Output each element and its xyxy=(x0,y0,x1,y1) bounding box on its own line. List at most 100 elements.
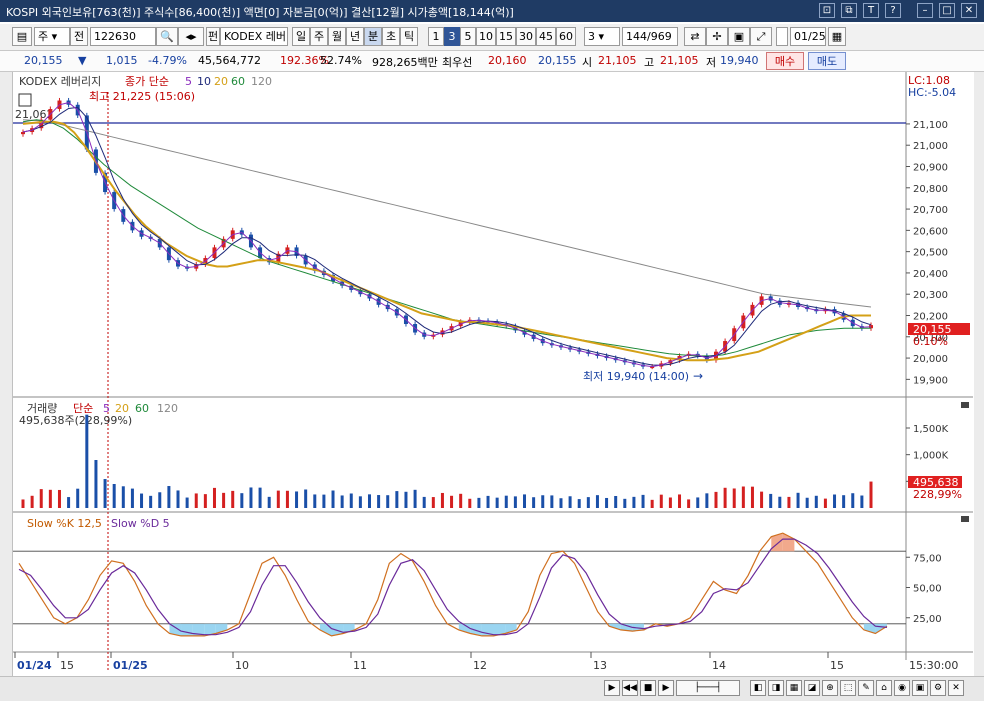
oversold-shade xyxy=(343,623,355,634)
unit-select-value: 3 xyxy=(588,30,595,43)
buy-button[interactable]: 매수 xyxy=(766,52,804,70)
chart-canvas[interactable]: KODEX 레버리지 종가 단순 5 10 20 60 120 LC:1.08 … xyxy=(13,72,973,676)
volume-bar xyxy=(231,490,235,508)
volume-ratio: 192.36% xyxy=(280,54,329,67)
stoch-tick-label: 50,00 xyxy=(913,584,942,595)
count-input[interactable]: 144/969 xyxy=(622,27,678,46)
rewind-icon[interactable]: ◀◀ xyxy=(622,680,638,696)
unit-select[interactable]: 3 ▾ xyxy=(584,27,620,46)
date-checkbox[interactable] xyxy=(776,27,788,46)
volume-bar xyxy=(358,496,362,508)
price-tick-label: 21,100 xyxy=(913,120,948,131)
stop-icon[interactable]: ■ xyxy=(640,680,656,696)
interval-button-30[interactable]: 30 xyxy=(516,27,536,46)
interval-button-10[interactable]: 10 xyxy=(476,27,496,46)
volume-bar xyxy=(67,497,71,508)
search-icon[interactable]: 🔍 xyxy=(156,27,178,46)
duplicate-window-button[interactable]: ⧉ xyxy=(841,3,857,18)
chart-area[interactable]: KODEX 레버리지 종가 단순 5 10 20 60 120 LC:1.08 … xyxy=(13,72,973,676)
stoch-k-line xyxy=(18,532,888,637)
maximize-button[interactable]: □ xyxy=(939,3,955,18)
calendar-icon[interactable]: ▦ xyxy=(828,27,846,46)
tool-icon-2[interactable]: ◨ xyxy=(768,680,784,696)
shift-icon[interactable]: ⇄ xyxy=(684,27,706,46)
volume-bar xyxy=(650,499,654,508)
date-input[interactable]: 01/25 xyxy=(790,27,826,46)
sell-button[interactable]: 매도 xyxy=(808,52,846,70)
volume-bar xyxy=(340,495,344,508)
tool-icon-10[interactable]: ▣ xyxy=(912,680,928,696)
overbought-shade xyxy=(782,533,795,552)
interval-button-45[interactable]: 45 xyxy=(536,27,556,46)
zoom-box-icon[interactable] xyxy=(18,93,32,107)
oversold-shade xyxy=(169,623,182,636)
sound-icon[interactable]: ◂▸ xyxy=(178,27,204,46)
price-tick-label: 21,000 xyxy=(913,141,948,152)
prev-button[interactable]: 전 xyxy=(70,27,88,46)
volume-bar xyxy=(322,494,326,508)
volume-bar xyxy=(659,494,663,508)
volume-bar xyxy=(623,498,627,508)
oversold-shade xyxy=(609,623,621,630)
volume-bar xyxy=(203,494,207,508)
period-button-5[interactable]: 초 xyxy=(382,27,400,46)
time-axis-label: 15 xyxy=(830,659,844,672)
interval-button-3[interactable]: 3 xyxy=(444,27,460,46)
market-select[interactable]: 주 ▾ xyxy=(34,27,70,46)
volume-tag-text: 495,638 xyxy=(913,476,959,489)
volume-bar xyxy=(696,497,700,508)
period-button-1[interactable]: 주 xyxy=(310,27,328,46)
volume-bar xyxy=(869,481,873,508)
next-icon[interactable]: ▶ xyxy=(604,680,620,696)
volume-bar xyxy=(796,492,800,508)
tool-icon-5[interactable]: ⊕ xyxy=(822,680,838,696)
volume-bar xyxy=(814,495,818,508)
help-button[interactable]: ? xyxy=(885,3,901,18)
interval-button-60[interactable]: 60 xyxy=(556,27,576,46)
right-scroll-edge[interactable] xyxy=(974,72,984,676)
interval-button-15[interactable]: 15 xyxy=(496,27,516,46)
interval-button-1[interactable]: 1 xyxy=(428,27,444,46)
chart-settings-icon[interactable]: ▤ xyxy=(12,27,32,46)
close-button[interactable]: ✕ xyxy=(961,3,977,18)
stock-name: KODEX 레버 xyxy=(220,27,288,46)
font-button[interactable]: T xyxy=(863,3,879,18)
period-button-2[interactable]: 월 xyxy=(328,27,346,46)
forward-icon[interactable]: ▶ xyxy=(658,680,674,696)
expand-icon[interactable]: ⤢ xyxy=(750,27,772,46)
period-button-0[interactable]: 일 xyxy=(292,27,310,46)
volume-panel-close-icon[interactable] xyxy=(961,402,969,408)
tool-icon-3[interactable]: ▦ xyxy=(786,680,802,696)
tool-icon-8[interactable]: ⌂ xyxy=(876,680,892,696)
tool-icon-4[interactable]: ◪ xyxy=(804,680,820,696)
interval-button-5[interactable]: 5 xyxy=(460,27,476,46)
ma10-legend: 10 xyxy=(197,75,211,88)
tool-icon-7[interactable]: ✎ xyxy=(858,680,874,696)
tool-icon-12[interactable]: ✕ xyxy=(948,680,964,696)
volume-bar xyxy=(513,496,517,508)
code-input[interactable]: 122630 xyxy=(90,27,156,46)
volume-bar xyxy=(395,491,399,508)
volume-bar xyxy=(823,498,827,508)
crosshair-icon[interactable]: ✢ xyxy=(706,27,728,46)
period-button-4[interactable]: 분 xyxy=(364,27,382,46)
tool-icon-6[interactable]: ⬚ xyxy=(840,680,856,696)
restore-layout-button[interactable]: ⊡ xyxy=(819,3,835,18)
stoch-panel-close-icon[interactable] xyxy=(961,516,969,522)
tool-icon-9[interactable]: ◉ xyxy=(894,680,910,696)
minimize-button[interactable]: – xyxy=(917,3,933,18)
total-value: /969 xyxy=(647,30,672,43)
tool-icon-1[interactable]: ◧ xyxy=(750,680,766,696)
left-scroll-edge[interactable] xyxy=(0,72,13,676)
candle-body xyxy=(650,366,655,369)
volume-bar xyxy=(386,495,390,508)
oversold-shade xyxy=(319,623,332,636)
period-button-6[interactable]: 틱 xyxy=(400,27,418,46)
tool-icon-11[interactable]: ⚙ xyxy=(930,680,946,696)
price-tick-label: 20,700 xyxy=(913,205,948,216)
volume-bar xyxy=(568,496,572,508)
period-button-3[interactable]: 년 xyxy=(346,27,364,46)
save-icon[interactable]: ▣ xyxy=(728,27,750,46)
zoom-slider[interactable]: ├───┤ xyxy=(676,680,740,696)
